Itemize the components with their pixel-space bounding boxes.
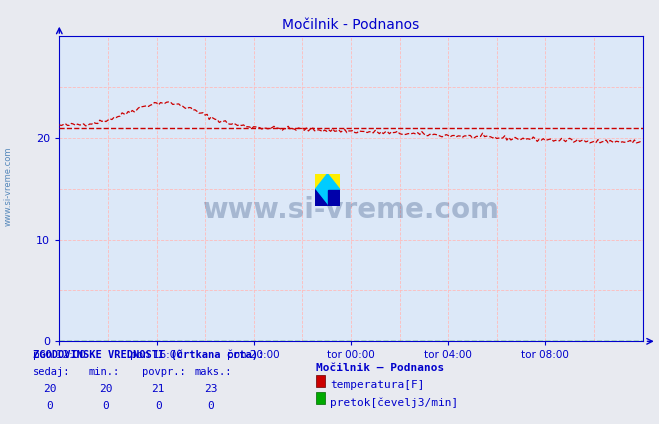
Polygon shape — [315, 174, 340, 206]
Text: 23: 23 — [204, 384, 217, 394]
Text: 20: 20 — [99, 384, 112, 394]
Text: Močilnik – Podnanos: Močilnik – Podnanos — [316, 363, 445, 373]
Polygon shape — [328, 190, 340, 206]
Text: 0: 0 — [46, 401, 53, 411]
Polygon shape — [315, 190, 328, 206]
Polygon shape — [315, 174, 328, 190]
Text: 0: 0 — [208, 401, 214, 411]
Title: Močilnik - Podnanos: Močilnik - Podnanos — [282, 18, 420, 32]
Text: ZGODOVINSKE VREDNOSTI (črtkana črta):: ZGODOVINSKE VREDNOSTI (črtkana črta): — [33, 350, 264, 360]
Text: min.:: min.: — [89, 367, 120, 377]
Text: temperatura[F]: temperatura[F] — [330, 380, 424, 391]
Polygon shape — [315, 190, 340, 206]
Text: www.si-vreme.com: www.si-vreme.com — [4, 147, 13, 226]
Text: 20: 20 — [43, 384, 56, 394]
Text: 0: 0 — [102, 401, 109, 411]
Polygon shape — [328, 174, 340, 190]
Text: pretok[čevelj3/min]: pretok[čevelj3/min] — [330, 397, 459, 408]
Text: 0: 0 — [155, 401, 161, 411]
Text: maks.:: maks.: — [194, 367, 232, 377]
Text: www.si-vreme.com: www.si-vreme.com — [202, 196, 500, 224]
Text: sedaj:: sedaj: — [33, 367, 71, 377]
Text: povpr.:: povpr.: — [142, 367, 185, 377]
Text: 21: 21 — [152, 384, 165, 394]
